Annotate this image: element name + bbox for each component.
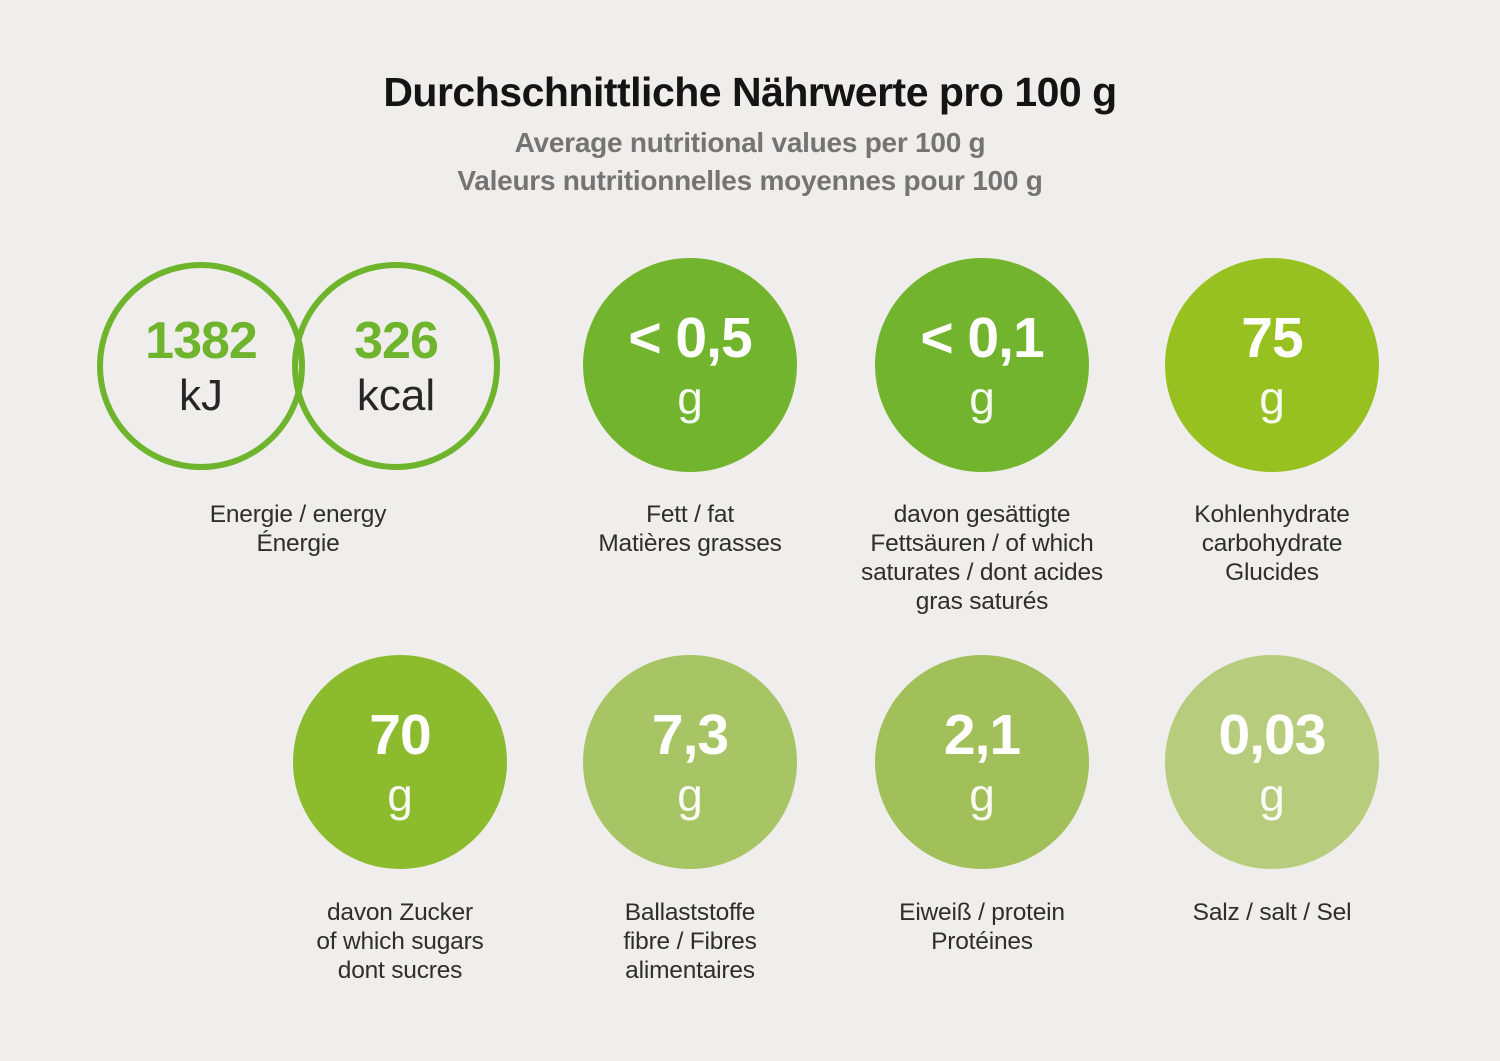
fat-value: < 0,5 [628, 305, 752, 370]
label-line: Kohlenhydrate [1194, 501, 1350, 528]
energy-kcal-ring: 326 kcal [292, 262, 500, 470]
label-line: Energie / energy [209, 501, 387, 528]
carbohydrate-circle: 75 g [1165, 258, 1379, 472]
fibre-label: Ballaststoffe fibre / Fibres alimentaire… [510, 898, 870, 985]
fibre-value: 7,3 [651, 702, 729, 767]
protein-label: Eiweiß / protein Protéines [802, 898, 1162, 956]
sugars-label: davon Zucker of which sugars dont sucres [220, 898, 580, 985]
salt-unit: g [1259, 768, 1285, 821]
label-line: Énergie [256, 530, 340, 557]
fat-label: Fett / fat Matières grasses [510, 500, 870, 558]
page-title: Durchschnittliche Nährwerte pro 100 g [383, 69, 1117, 115]
subtitle-french: Valeurs nutritionnelles moyennes pour 10… [457, 165, 1043, 196]
label-line: Salz / salt / Sel [1192, 899, 1352, 926]
carbohydrate-unit: g [1259, 371, 1285, 424]
label-line: davon Zucker [326, 899, 474, 926]
label-line: fibre / Fibres [623, 928, 757, 955]
energy-kcal-unit: kcal [356, 370, 436, 420]
energy-kj-value: 1382 [145, 311, 258, 370]
salt-circle: 0,03 g [1165, 655, 1379, 869]
label-line: Glucides [1225, 559, 1319, 586]
sugars-circle: 70 g [293, 655, 507, 869]
label-line: Fett / fat [646, 501, 734, 528]
energy-kj-ring: 1382 kJ [97, 262, 305, 470]
label-line: carbohydrate [1201, 530, 1343, 557]
sugars-unit: g [387, 768, 413, 821]
fat-circle: < 0,5 g [583, 258, 797, 472]
label-line: davon gesättigte [893, 501, 1071, 528]
label-line: of which sugars [316, 928, 484, 955]
label-line: gras saturés [915, 588, 1049, 615]
protein-unit: g [969, 768, 995, 821]
protein-circle: 2,1 g [875, 655, 1089, 869]
sugars-value: 70 [369, 702, 431, 767]
label-line: dont sucres [337, 957, 463, 984]
fibre-circle: 7,3 g [583, 655, 797, 869]
protein-value: 2,1 [943, 702, 1021, 767]
header: Durchschnittliche Nährwerte pro 100 g Av… [0, 70, 1500, 200]
label-line: Ballaststoffe [624, 899, 756, 926]
carbohydrate-label: Kohlenhydrate carbohydrate Glucides [1092, 500, 1452, 587]
saturates-unit: g [969, 371, 995, 424]
saturates-value: < 0,1 [920, 305, 1044, 370]
salt-value: 0,03 [1218, 702, 1327, 767]
fat-unit: g [677, 371, 703, 424]
subtitle-english: Average nutritional values per 100 g [514, 127, 986, 158]
label-line: Protéines [931, 928, 1033, 955]
label-line: alimentaires [625, 957, 755, 984]
energy-label: Energie / energy Énergie [118, 500, 478, 558]
label-line: saturates / dont acides [861, 559, 1103, 586]
energy-kj-unit: kJ [179, 370, 223, 420]
energy-kcal-value: 326 [354, 311, 439, 370]
saturates-circle: < 0,1 g [875, 258, 1089, 472]
label-line: Eiweiß / protein [899, 899, 1065, 926]
label-line: Matières grasses [598, 530, 782, 557]
label-line: Fettsäuren / of which [870, 530, 1094, 557]
salt-label: Salz / salt / Sel [1092, 898, 1452, 927]
saturates-label: davon gesättigte Fettsäuren / of which s… [802, 500, 1162, 616]
carbohydrate-value: 75 [1241, 305, 1303, 370]
fibre-unit: g [677, 768, 703, 821]
